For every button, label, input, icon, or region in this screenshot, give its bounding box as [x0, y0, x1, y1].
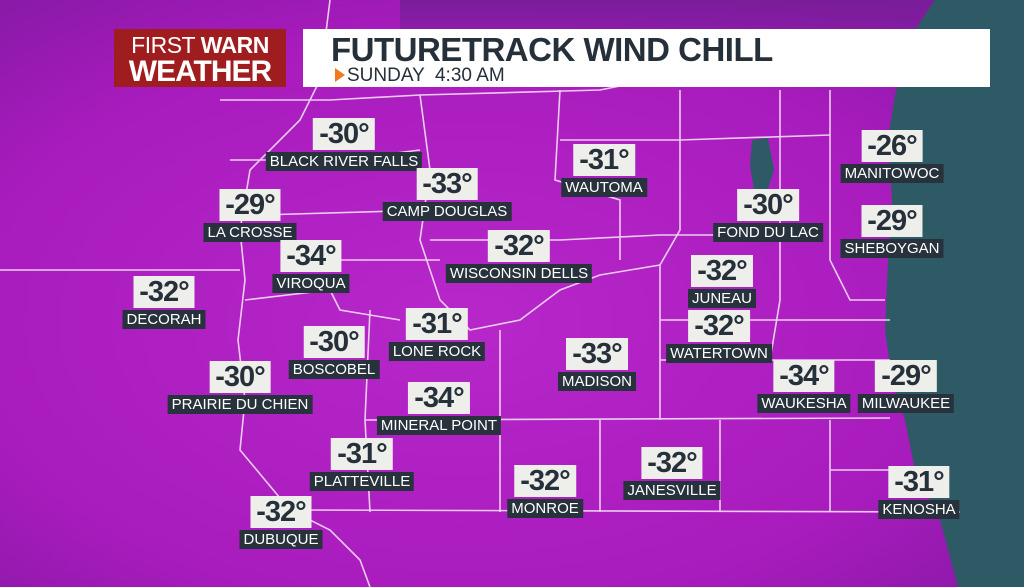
wind-chill-value: -30° — [313, 118, 375, 150]
wind-chill-value: -33° — [416, 168, 478, 200]
forecast-time: SUNDAY 4:30 AM — [347, 65, 505, 86]
city-name: LONE ROCK — [388, 342, 486, 361]
station-juneau: -32° JUNEAU — [687, 255, 757, 308]
station-lone-rock: -31° LONE ROCK — [388, 308, 486, 361]
station-decorah: -32° DECORAH — [122, 276, 206, 329]
wind-chill-value: -32° — [688, 310, 750, 342]
station-fond-du-lac: -30° FOND DU LAC — [713, 189, 823, 242]
city-name: DUBUQUE — [239, 530, 323, 549]
station-sheboygan: -29° SHEBOYGAN — [840, 205, 944, 258]
wind-chill-value: -34° — [773, 360, 835, 392]
wind-chill-value: -29° — [861, 205, 923, 237]
brand-first: FIRST — [131, 32, 195, 58]
wind-chill-value: -34° — [280, 240, 342, 272]
wind-chill-value: -32° — [514, 465, 576, 497]
city-name: FOND DU LAC — [713, 223, 823, 242]
brand-warn: WARN — [200, 32, 270, 58]
wind-chill-value: -31° — [573, 144, 635, 176]
station-dubuque: -32° DUBUQUE — [239, 496, 323, 549]
station-janesville: -32° JANESVILLE — [623, 447, 721, 500]
wind-chill-value: -32° — [691, 255, 753, 287]
city-name: LA CROSSE — [203, 223, 297, 242]
wind-chill-value: -34° — [408, 382, 470, 414]
station-milwaukee: -29° MILWAUKEE — [857, 360, 955, 413]
city-name: VIROQUA — [272, 274, 350, 293]
station-viroqua: -34° VIROQUA — [272, 240, 350, 293]
station-wisconsin-dells: -32° WISCONSIN DELLS — [445, 230, 593, 283]
station-la-crosse: -29° LA CROSSE — [203, 189, 297, 242]
page-title: FUTURETRACK WIND CHILL — [331, 31, 773, 68]
city-name: WISCONSIN DELLS — [445, 264, 593, 283]
city-name: WAUTOMA — [561, 178, 647, 197]
city-name: CAMP DOUGLAS — [382, 202, 512, 221]
wind-chill-value: -32° — [250, 496, 312, 528]
city-name: MANITOWOC — [840, 164, 944, 183]
city-name: BOSCOBEL — [288, 360, 380, 379]
station-prairie-du-chien: -30° PRAIRIE DU CHIEN — [167, 361, 313, 414]
station-camp-douglas: -33° CAMP DOUGLAS — [382, 168, 512, 221]
city-name: MONROE — [507, 499, 583, 518]
wind-chill-value: -31° — [888, 466, 950, 498]
wind-chill-value: -32° — [488, 230, 550, 262]
city-name: DECORAH — [122, 310, 206, 329]
wind-chill-value: -29° — [219, 189, 281, 221]
wind-chill-value: -30° — [303, 326, 365, 358]
wind-chill-value: -31° — [331, 438, 393, 470]
city-name: WAUKESHA — [757, 394, 851, 413]
station-kenosha: -31° KENOSHA — [878, 466, 960, 519]
station-watertown: -32° WATERTOWN — [666, 310, 772, 363]
city-name: SHEBOYGAN — [840, 239, 944, 258]
city-name: MILWAUKEE — [857, 394, 955, 413]
city-name: JUNEAU — [687, 289, 757, 308]
wind-chill-value: -30° — [209, 361, 271, 393]
play-arrow-icon — [335, 68, 345, 82]
city-name: JANESVILLE — [623, 481, 721, 500]
station-boscobel: -30° BOSCOBEL — [288, 326, 380, 379]
lake-winnebago — [750, 138, 774, 195]
station-black-river-falls: -30° BLACK RIVER FALLS — [265, 118, 423, 171]
title-bar: FUTURETRACK WIND CHILL SUNDAY 4:30 AM — [303, 29, 990, 87]
station-waukesha: -34° WAUKESHA — [757, 360, 851, 413]
station-manitowoc: -26° MANITOWOC — [840, 130, 944, 183]
city-name: WATERTOWN — [666, 344, 772, 363]
wind-chill-value: -33° — [566, 338, 628, 370]
wind-chill-value: -31° — [406, 308, 468, 340]
first-warn-weather-logo: FIRST WARN WEATHER — [114, 29, 286, 87]
wind-chill-value: -30° — [737, 189, 799, 221]
city-name: PLATTEVILLE — [309, 472, 415, 491]
station-wautoma: -31° WAUTOMA — [561, 144, 647, 197]
station-mineral-point: -34° MINERAL POINT — [376, 382, 502, 435]
city-name: KENOSHA — [878, 500, 960, 519]
station-platteville: -31° PLATTEVILLE — [309, 438, 415, 491]
station-monroe: -32° MONROE — [507, 465, 583, 518]
city-name: MADISON — [557, 372, 637, 391]
wind-chill-value: -29° — [875, 360, 937, 392]
wind-chill-value: -32° — [133, 276, 195, 308]
city-name: BLACK RIVER FALLS — [265, 152, 423, 171]
wind-chill-value: -26° — [861, 130, 923, 162]
station-madison: -33° MADISON — [557, 338, 637, 391]
brand-weather: WEATHER — [128, 55, 272, 88]
wind-chill-value: -32° — [641, 447, 703, 479]
city-name: PRAIRIE DU CHIEN — [167, 395, 313, 414]
city-name: MINERAL POINT — [376, 416, 502, 435]
